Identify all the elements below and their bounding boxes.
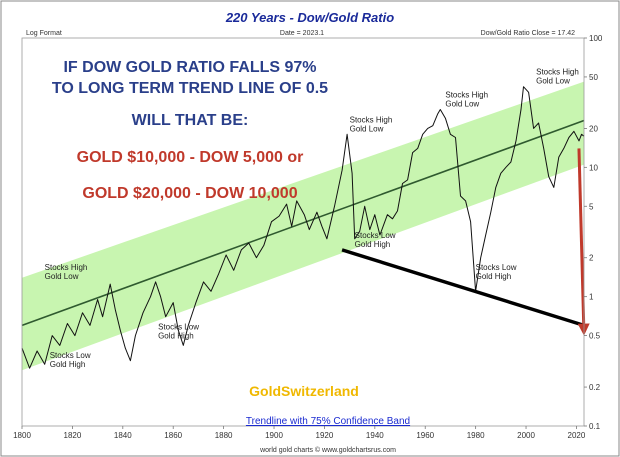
headline-line-2: TO LONG TERM TREND LINE OF 0.5	[52, 80, 328, 97]
y-tick-label: 10	[589, 163, 598, 172]
x-tick-label: 1860	[164, 431, 182, 440]
annotation: Stocks Low Gold High	[158, 323, 199, 341]
annotation-line: Stocks High	[445, 91, 488, 100]
annotation: Stocks Low Gold High	[476, 263, 517, 281]
date-note: Date = 2023.1	[280, 30, 324, 37]
annotation-line: Stocks High	[536, 68, 579, 77]
annotation-line: Stocks Low	[476, 263, 517, 272]
annotation: Stocks High Gold Low	[350, 115, 393, 133]
plot-area	[21, 81, 590, 371]
annotation-line: Gold Low	[445, 100, 479, 109]
dow-gold-ratio-series	[21, 86, 585, 369]
annotation-line: Stocks Low	[158, 323, 199, 332]
y-tick-label: 1	[589, 293, 594, 302]
annotation-line: Stocks High	[350, 115, 393, 124]
confidence-band	[22, 81, 584, 371]
x-tick-label: 1940	[366, 431, 384, 440]
x-axis: 1800 1820 1840 1860 1880 1900 1920 1940 1960 1980…	[13, 426, 586, 440]
annotation-line: Gold Low	[536, 77, 570, 86]
trend-line	[21, 119, 585, 327]
support-line	[341, 248, 585, 328]
annotation: Stocks High Gold Low	[536, 68, 579, 86]
y-tick-label: 50	[589, 73, 598, 82]
y-tick-label: 5	[589, 202, 594, 211]
annotation-line: Stocks Low	[50, 351, 91, 360]
y-tick-label: 100	[589, 34, 603, 43]
close-note: Dow/Gold Ratio Close = 17.42	[481, 30, 575, 37]
annotation-line: Gold Low	[350, 124, 384, 133]
log-format-note: Log Format	[26, 30, 62, 37]
y-tick-label: 20	[589, 124, 598, 133]
annotation: Stocks Low Gold High	[355, 231, 396, 249]
annotation-line: Gold Low	[45, 272, 79, 281]
x-tick-label: 2020	[568, 431, 586, 440]
headline-line-5: GOLD $20,000 - DOW 10,000	[82, 185, 297, 202]
annotation: Stocks High Gold Low	[445, 91, 488, 109]
headline-line-4: GOLD $10,000 - DOW 5,000 or	[77, 149, 304, 166]
x-tick-label: 1900	[265, 431, 283, 440]
y-tick-label: 2	[589, 254, 594, 263]
x-tick-label: 1820	[64, 431, 82, 440]
y-tick-label: 0.5	[589, 332, 601, 341]
annotation-line: Gold High	[158, 332, 194, 341]
annotation-line: Stocks Low	[355, 231, 396, 240]
annotation-line: Gold High	[50, 360, 86, 369]
x-tick-label: 1980	[467, 431, 485, 440]
annotation: Stocks Low Gold High	[50, 351, 91, 369]
x-tick-label: 1840	[114, 431, 132, 440]
x-tick-label: 1880	[215, 431, 233, 440]
chart-credit: world gold charts © www.goldchartsrus.co…	[259, 446, 396, 454]
annotation-line: Stocks High	[45, 263, 88, 272]
plot-frame	[21, 37, 585, 427]
x-tick-label: 1800	[13, 431, 31, 440]
x-tick-label: 1920	[316, 431, 334, 440]
x-tick-label: 1960	[416, 431, 434, 440]
y-tick-label: 0.1	[589, 422, 601, 431]
x-tick-label: 2000	[517, 431, 535, 440]
projection-arrow	[577, 148, 586, 324]
chart-title: 220 Years - Dow/Gold Ratio	[225, 10, 394, 25]
annotation: Stocks High Gold Low	[45, 263, 88, 281]
headline-line-1: IF DOW GOLD RATIO FALLS 97%	[63, 59, 316, 76]
annotation-line: Gold High	[476, 272, 512, 281]
annotation-line: Gold High	[355, 240, 391, 249]
y-tick-label: 0.2	[589, 383, 601, 392]
y-axis: 100 50 20 10 5 2 1 0.5 0.2 0.1	[584, 34, 603, 431]
band-label: Trendline with 75% Confidence Band	[246, 416, 410, 427]
headline-line-3: WILL THAT BE:	[132, 112, 249, 129]
brand-watermark: GoldSwitzerland	[249, 383, 359, 399]
